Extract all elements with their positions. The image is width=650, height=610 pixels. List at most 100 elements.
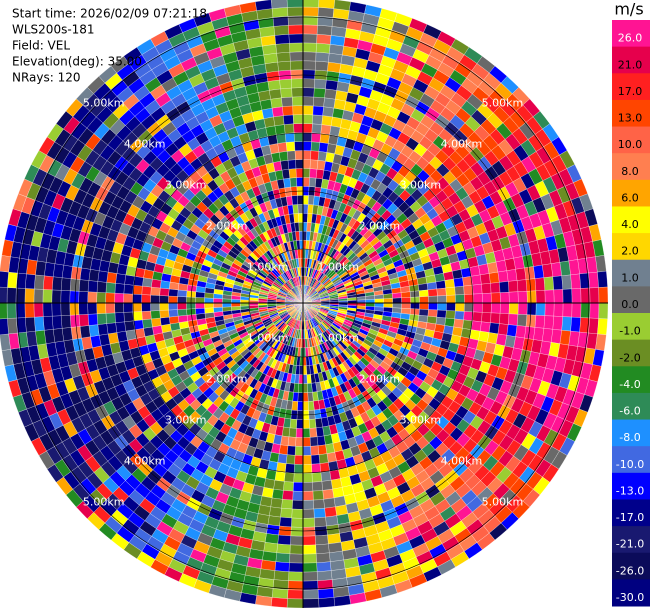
range-gate [150,310,161,320]
range-gate [97,270,109,283]
range-gate [302,33,318,44]
range-gate [294,141,304,151]
range-gate [150,294,160,304]
range-gate [115,321,126,333]
range-gate [87,302,98,315]
range-gate [277,534,291,546]
range-gate [302,428,311,438]
range-gate [480,321,491,333]
range-gate [273,115,285,126]
range-gate [286,445,296,456]
range-gate [302,383,308,393]
range-gate [562,288,573,304]
range-gate [279,78,292,90]
range-gate [497,270,509,283]
range-gate [24,302,35,318]
range-gate [151,278,162,289]
range-gate [288,571,304,582]
range-gate [278,525,292,537]
range-gate [312,114,323,125]
range-gate [309,436,319,447]
range-ring [248,248,358,358]
range-gate [392,302,402,309]
range-gate [598,286,609,304]
range-gate [96,302,107,314]
colorbar-label: -13.0 [616,484,644,497]
overlay: 1.00km 1.00km 1.00km 1.00km 2.00km 2.00km 2.00… [0,0,608,608]
colorbar-label: -6.0 [619,405,640,418]
range-gate [302,464,313,474]
range-gate [571,288,582,304]
range-gate [284,472,295,483]
range-gate [302,401,309,411]
range-ring [132,132,474,474]
range-gate [271,588,289,599]
range-gate [469,265,481,277]
range-gate [374,302,384,308]
range-gate [559,260,571,276]
range-gate [177,308,188,317]
range-gate [302,231,307,241]
range-gate [473,293,483,304]
range-gate [571,302,582,318]
range-gate [298,222,304,232]
colorbar-swatch [612,286,650,314]
range-gate [315,426,325,437]
range-gate [105,302,116,314]
range-gate [263,53,278,64]
range-gate [561,274,572,290]
range-gate [544,302,555,317]
colorbar-label: -4.0 [619,378,640,391]
colorbar-label: 17.0 [618,85,643,98]
range-gate [533,264,545,279]
range-gate [570,316,581,333]
range-gate [35,330,47,346]
range-gate [455,302,465,312]
range-gate [544,289,555,304]
range-gate [159,309,170,319]
colorbar-swatch [612,339,650,367]
range-gate [324,88,337,100]
range-gate [60,277,72,291]
range-gate [515,325,527,339]
range-gate [302,42,317,53]
range-gate [291,508,304,519]
colorbar-swatch [612,499,650,527]
range-gate [302,105,314,116]
range-gate [312,490,324,501]
colorbar-label: 1.0 [621,271,639,284]
range-gate [213,298,223,304]
range-gate [426,281,437,291]
range-gate [488,322,500,335]
range-gate [552,275,563,291]
range-gate [159,302,169,311]
range-gate [285,454,296,465]
range-gate [213,302,223,308]
range-gate [383,293,393,299]
range-gate [515,267,527,281]
range-gate [499,281,510,293]
range-gate [264,61,279,73]
range-gate [488,271,500,284]
colorbar-swatch [612,73,650,101]
range-gate [302,508,315,519]
range-gate [141,294,151,304]
range-gate [480,273,491,285]
colorbar-swatch [612,552,650,580]
range-gate [289,177,298,188]
range-gate [231,302,241,307]
range-gate [318,142,329,153]
range-gate [444,278,455,289]
range-gate [293,473,304,483]
range-gate [322,106,335,118]
range-gate [288,427,297,438]
range-gate [87,280,98,293]
range-gate [317,444,328,455]
range-gate [525,278,537,292]
range-gate [69,302,80,316]
range-gate [286,0,304,8]
range-gate [280,508,293,519]
range-gate [265,125,277,137]
range-gate [552,315,563,331]
range-gate [295,159,304,169]
